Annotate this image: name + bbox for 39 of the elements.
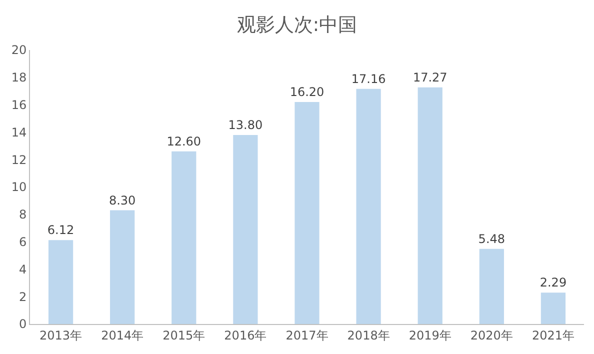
data-label: 17.27 (412, 70, 448, 84)
y-tick-label: 2 (18, 290, 27, 304)
y-tick-label: 0 (18, 317, 27, 332)
x-tick-label: 2016年 (224, 328, 267, 342)
chart-title: 观影人次:中国 (236, 14, 358, 36)
data-label: 6.12 (47, 223, 74, 238)
data-label: 13.80 (228, 118, 263, 132)
x-tick-label: 2014年 (101, 328, 144, 342)
x-tick-label: 2013年 (40, 328, 82, 342)
x-tick-label: 2017年 (286, 328, 328, 342)
data-label: 2.29 (540, 276, 567, 290)
bar (233, 134, 258, 324)
x-tick-label: 2018年 (347, 328, 390, 342)
y-tick-label: 20 (11, 43, 27, 58)
y-tick-label: 10 (11, 180, 27, 194)
bar (540, 292, 566, 324)
y-tick-label: 6 (18, 235, 27, 249)
bar (418, 87, 442, 324)
bar (479, 248, 504, 324)
y-tick-label: 14 (11, 125, 27, 140)
data-label: 5.48 (478, 232, 506, 246)
data-label: 8.30 (108, 193, 136, 208)
bar (356, 88, 381, 324)
bar (294, 102, 320, 324)
y-tick-label: 12 (11, 152, 27, 167)
data-label: 12.60 (166, 134, 202, 148)
data-label: 16.20 (290, 85, 324, 100)
y-tick-label: 18 (11, 70, 27, 85)
bar (172, 151, 196, 324)
bar (48, 240, 74, 324)
bar (110, 210, 135, 324)
data-label: 17.16 (351, 72, 386, 86)
x-tick-label: 2020年 (470, 328, 513, 342)
x-tick-label: 2019年 (408, 328, 452, 342)
x-tick-label: 2015年 (162, 328, 206, 342)
x-tick-label: 2021年 (532, 328, 574, 342)
y-tick-label: 16 (11, 98, 27, 112)
y-tick-label: 4 (18, 262, 27, 276)
y-tick-label: 8 (18, 208, 27, 222)
